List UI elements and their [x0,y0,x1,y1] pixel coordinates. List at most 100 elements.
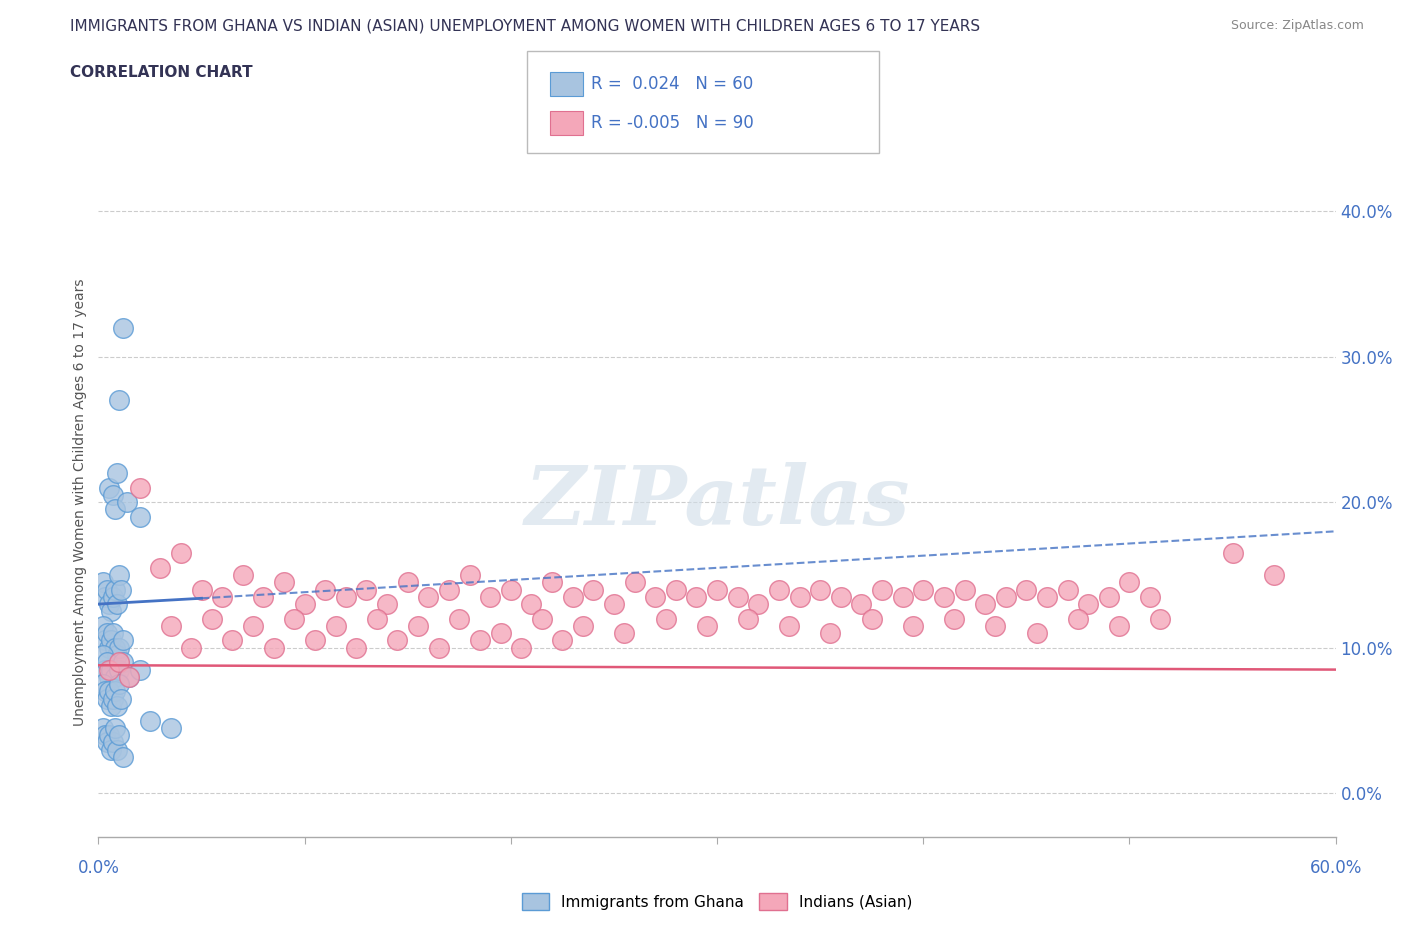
Text: R =  0.024   N = 60: R = 0.024 N = 60 [591,74,752,93]
Point [117,495,139,510]
Point [468,633,491,648]
Point [530,611,553,626]
Point [101,735,124,750]
Point [406,618,429,633]
Point [263,641,285,656]
Point [437,582,460,597]
Point [108,727,131,742]
Legend: Immigrants from Ghana, Indians (Asian): Immigrants from Ghana, Indians (Asian) [516,886,918,916]
Point [541,575,564,590]
Point [91,647,114,662]
Point [387,633,409,648]
Point [489,626,512,641]
Point [97,641,120,656]
Point [510,641,533,656]
Point [870,582,893,597]
Text: 60.0%: 60.0% [1309,858,1362,877]
Point [851,597,873,612]
Point [108,662,131,677]
Point [1025,626,1047,641]
Point [953,582,976,597]
Point [314,582,336,597]
Point [97,727,120,742]
Point [180,641,202,656]
Point [93,662,115,677]
Point [273,575,295,590]
Point [101,590,124,604]
Point [1263,567,1285,582]
Point [582,582,605,597]
Point [105,466,128,481]
Point [860,611,883,626]
Point [104,670,127,684]
Point [891,590,914,604]
Point [159,618,181,633]
Point [91,721,114,736]
Text: CORRELATION CHART: CORRELATION CHART [70,65,253,80]
Point [768,582,790,597]
Point [252,590,274,604]
Point [221,633,243,648]
Point [108,655,131,670]
Point [100,742,122,757]
Point [613,626,636,641]
Point [1139,590,1161,604]
Point [91,677,114,692]
Point [974,597,997,612]
Point [1056,582,1078,597]
Point [105,698,128,713]
Point [104,582,127,597]
Point [232,567,254,582]
Point [984,618,1007,633]
Point [427,641,450,656]
Point [149,560,172,575]
Point [665,582,688,597]
Point [1015,582,1038,597]
Point [93,590,115,604]
Point [242,618,264,633]
Point [283,611,305,626]
Point [97,662,120,677]
Point [108,641,131,656]
Point [128,510,150,525]
Point [100,604,122,618]
Point [479,590,502,604]
Point [128,480,150,495]
Point [104,641,127,656]
Point [170,546,193,561]
Point [97,480,120,495]
Point [737,611,759,626]
Point [696,618,718,633]
Point [1118,575,1140,590]
Point [727,590,749,604]
Point [830,590,852,604]
Point [159,721,181,736]
Point [93,633,115,648]
Point [1098,590,1121,604]
Point [118,670,141,684]
Point [96,735,118,750]
Point [105,597,128,612]
Point [706,582,728,597]
Point [356,582,378,597]
Y-axis label: Unemployment Among Women with Children Ages 6 to 17 years: Unemployment Among Women with Children A… [73,278,87,726]
Point [449,611,471,626]
Point [108,392,131,407]
Point [294,597,316,612]
Point [551,633,574,648]
Point [520,597,543,612]
Point [101,626,124,641]
Point [572,618,595,633]
Point [789,590,811,604]
Point [93,684,115,698]
Text: 0.0%: 0.0% [77,858,120,877]
Point [778,618,800,633]
Point [104,721,127,736]
Point [304,633,326,648]
Point [366,611,388,626]
Point [96,626,118,641]
Point [110,691,132,706]
Point [105,647,128,662]
Point [932,590,955,604]
Point [110,582,132,597]
